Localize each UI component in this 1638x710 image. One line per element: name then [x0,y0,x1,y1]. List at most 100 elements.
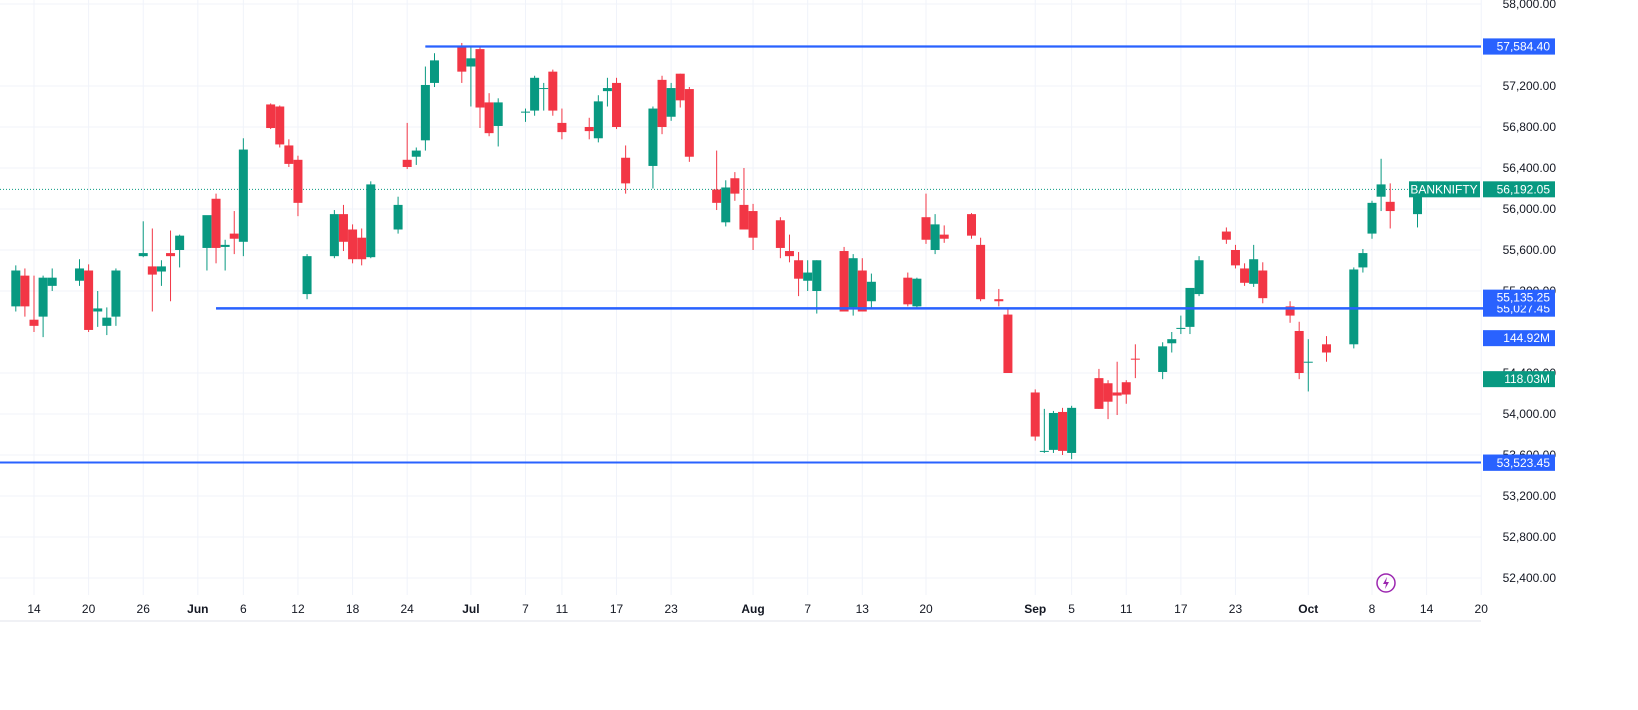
candle-body[interactable] [102,317,112,326]
candle-body[interactable] [275,106,285,145]
candle-body[interactable] [1094,378,1104,409]
candle-body[interactable] [1103,383,1113,402]
candle-body[interactable] [402,159,412,167]
candle-body[interactable] [1249,259,1259,284]
candle-body[interactable] [1058,411,1068,451]
candle-body[interactable] [903,277,913,305]
candle-body[interactable] [539,88,549,90]
candle-body[interactable] [329,214,339,257]
candle-body[interactable] [684,89,694,157]
candle-body[interactable] [1358,253,1368,268]
candle-body[interactable] [1121,382,1131,395]
candle-body[interactable] [739,204,749,230]
candle-body[interactable] [794,260,804,279]
candle-body[interactable] [848,258,858,308]
candle-body[interactable] [348,229,358,260]
candle-body[interactable] [939,234,949,239]
candle-body[interactable] [357,237,367,260]
candle-body[interactable] [721,187,731,223]
candle-body[interactable] [420,84,430,141]
candle-body[interactable] [238,149,248,242]
candle-body[interactable] [1067,407,1077,453]
candle-body[interactable] [803,272,813,281]
candle-body[interactable] [730,178,740,194]
candle-body[interactable] [220,244,230,247]
candle-body[interactable] [493,102,503,126]
candle-body[interactable] [1194,260,1204,295]
candle-body[interactable] [166,253,176,257]
candle-body[interactable] [602,88,612,92]
candle-body[interactable] [266,104,276,129]
candle-body[interactable] [521,111,531,113]
candle-body[interactable] [712,189,722,203]
candle-body[interactable] [1048,412,1058,450]
candle-body[interactable] [1294,330,1304,373]
candle-body[interactable] [1030,392,1040,437]
candle-body[interactable] [366,184,376,258]
candle-body[interactable] [930,224,940,250]
candle-body[interactable] [557,122,567,133]
candle-body[interactable] [857,270,867,312]
candle-body[interactable] [466,58,476,67]
candle-body[interactable] [457,46,467,72]
candle-body[interactable] [1321,344,1331,353]
candle-body[interactable] [429,60,439,83]
candle-body[interactable] [784,251,794,257]
candle-body[interactable] [156,266,166,272]
candle-body[interactable] [20,275,30,307]
candle-body[interactable] [621,157,631,184]
candle-body[interactable] [1349,269,1359,345]
candle-body[interactable] [293,159,303,203]
candle-body[interactable] [921,217,931,240]
candle-body[interactable] [994,299,1004,302]
candle-body[interactable] [147,266,157,275]
candle-body[interactable] [648,108,658,166]
candle-body[interactable] [1413,189,1423,215]
candle-body[interactable] [839,251,849,312]
candle-body[interactable] [976,244,986,300]
lightning-bolt-icon[interactable] [1376,573,1396,593]
candle-body[interactable] [393,204,403,230]
candle-body[interactable] [11,270,21,307]
candle-body[interactable] [475,49,485,108]
candle-body[interactable] [93,308,103,312]
candle-body[interactable] [593,101,603,139]
candle-body[interactable] [1003,314,1013,373]
candle-body[interactable] [967,214,977,236]
candle-body[interactable] [175,235,185,250]
candle-body[interactable] [1176,327,1186,329]
candle-body[interactable] [284,145,294,164]
candle-body[interactable] [302,256,312,295]
candle-body[interactable] [675,73,685,101]
candle-body[interactable] [1385,201,1395,212]
candle-body[interactable] [202,215,212,248]
candle-body[interactable] [411,150,421,157]
candle-body[interactable] [111,270,121,317]
candle-body[interactable] [29,319,39,326]
candle-body[interactable] [912,278,922,307]
candle-body[interactable] [484,102,494,134]
candle-body[interactable] [548,71,558,111]
candle-body[interactable] [338,214,348,242]
candle-body[interactable] [1285,306,1295,316]
candle-body[interactable] [211,198,221,248]
candle-body[interactable] [612,82,622,127]
candle-body[interactable] [84,270,94,330]
candle-body[interactable] [1130,358,1140,360]
candle-body[interactable] [1112,392,1122,396]
candle-body[interactable] [138,253,148,257]
candle-body[interactable] [1230,250,1240,266]
candle-body[interactable] [38,277,48,317]
candle-body[interactable] [812,260,822,291]
candle-body[interactable] [1039,450,1049,452]
candle-body[interactable] [866,281,876,302]
candle-body[interactable] [229,233,239,239]
candle-body[interactable] [47,277,57,286]
candle-body[interactable] [1303,361,1313,363]
candle-body[interactable] [775,220,785,248]
candle-body[interactable] [1221,231,1231,240]
candle-body[interactable] [1167,339,1177,344]
candle-body[interactable] [584,127,594,132]
candle-body[interactable] [1258,270,1268,299]
